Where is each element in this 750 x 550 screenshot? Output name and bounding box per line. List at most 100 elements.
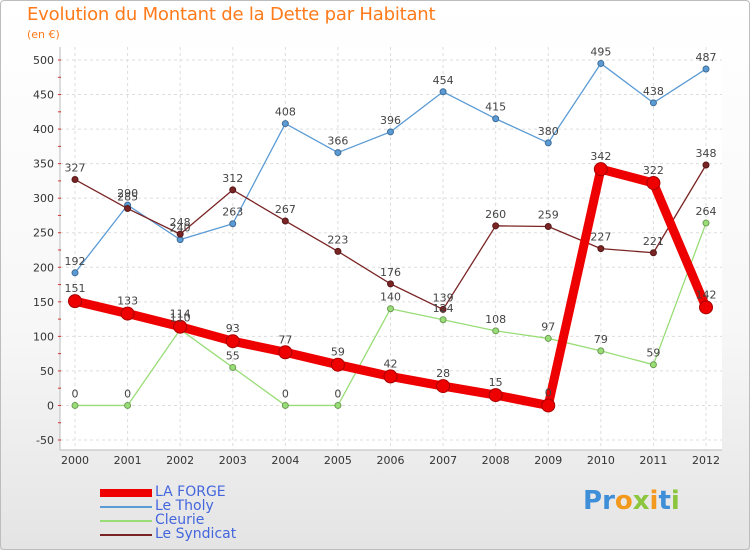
x-tick-label: 2003 — [219, 454, 247, 467]
data-label-la-forge: 42 — [384, 357, 398, 370]
data-point-la-forge — [68, 294, 82, 309]
y-tick-label: -50 — [36, 434, 54, 447]
data-point-cleurie — [492, 327, 500, 335]
data-label-la-forge: 322 — [643, 164, 664, 177]
data-label-la-forge: 59 — [331, 346, 345, 359]
x-tick-label: 2011 — [639, 454, 667, 467]
data-label-la-forge: 142 — [696, 288, 717, 301]
y-tick-label: 150 — [33, 296, 54, 309]
data-label-cleurie: 108 — [485, 313, 506, 326]
data-label-la-forge: 114 — [170, 308, 191, 321]
y-tick-label: 500 — [33, 54, 54, 67]
data-point-cleurie — [124, 401, 132, 409]
data-point-le-tholy — [387, 128, 394, 136]
data-label-le-tholy: 454 — [433, 74, 454, 87]
data-point-la-forge — [225, 334, 240, 349]
data-label-la-forge: 28 — [436, 367, 450, 380]
data-point-le-syndicat — [439, 305, 447, 313]
legend-label-la-forge: LA FORGE — [155, 484, 226, 500]
x-tick-label: 2006 — [377, 454, 405, 467]
data-label-la-forge: 151 — [65, 282, 86, 295]
data-point-le-tholy — [439, 88, 447, 96]
data-point-le-tholy — [281, 120, 289, 128]
data-point-la-forge — [593, 162, 608, 177]
data-label-le-tholy: 495 — [590, 45, 611, 58]
legend-label-cleurie: Cleurie — [155, 512, 205, 528]
x-tick-label: 2010 — [587, 454, 615, 467]
data-label-le-tholy: 192 — [65, 255, 86, 268]
data-label-le-tholy: 408 — [275, 106, 296, 119]
data-label-le-syndicat: 348 — [696, 147, 717, 160]
x-tick-label: 2001 — [114, 454, 142, 467]
data-label-le-syndicat: 227 — [590, 231, 611, 244]
y-tick-label: 0 — [47, 399, 54, 412]
data-label-le-syndicat: 260 — [485, 208, 506, 221]
data-point-cleurie — [281, 401, 289, 409]
data-label-cleurie: 0 — [124, 387, 131, 400]
data-label-cleurie: 0 — [72, 387, 79, 400]
data-label-le-tholy: 380 — [538, 125, 559, 138]
data-label-le-syndicat: 285 — [117, 191, 138, 204]
data-point-cleurie — [71, 401, 79, 409]
chart-legend: LA FORGE Le Tholy Cleurie Le Syndicat — [100, 484, 360, 542]
y-tick-label: 350 — [33, 158, 54, 171]
data-point-le-syndicat — [702, 161, 710, 169]
data-point-la-forge — [699, 300, 713, 315]
data-label-le-syndicat: 221 — [643, 235, 664, 248]
chart-subtitle: (en €) — [27, 28, 60, 41]
data-point-cleurie — [649, 361, 657, 369]
data-point-le-syndicat — [176, 230, 184, 238]
y-tick-label: 100 — [33, 330, 54, 343]
y-tick-label: 300 — [33, 192, 54, 205]
data-label-le-syndicat: 259 — [538, 209, 559, 222]
data-label-cleurie: 0 — [334, 387, 341, 400]
data-label-cleurie: 110 — [170, 311, 191, 324]
data-label-le-tholy: 438 — [643, 85, 664, 98]
y-tick-label: 450 — [33, 89, 54, 102]
data-point-cleurie — [439, 316, 447, 324]
data-label-la-forge: 93 — [226, 322, 240, 335]
data-label-cleurie: 55 — [226, 349, 240, 362]
data-label-le-tholy: 415 — [485, 101, 506, 114]
data-label-cleurie: 140 — [380, 291, 401, 304]
data-point-le-syndicat — [281, 217, 289, 225]
data-point-la-forge — [278, 345, 293, 360]
x-tick-label: 2000 — [61, 454, 89, 467]
y-tick-label: 200 — [33, 261, 54, 274]
data-point-cleurie — [597, 347, 605, 355]
legend-item-la-forge: LA FORGE — [100, 484, 360, 500]
data-point-le-syndicat — [387, 280, 394, 288]
data-point-le-syndicat — [544, 223, 552, 231]
data-label-la-forge: 15 — [489, 376, 503, 389]
data-point-le-syndicat — [229, 186, 237, 194]
data-point-le-syndicat — [492, 222, 500, 230]
legend-swatch-cleurie — [100, 520, 152, 522]
data-label-cleurie: 79 — [594, 333, 608, 346]
data-point-le-tholy — [649, 99, 657, 107]
data-label-le-syndicat: 139 — [433, 291, 454, 304]
data-label-le-tholy: 487 — [696, 51, 717, 64]
legend-swatch-le-syndicat — [100, 534, 152, 536]
data-label-la-forge: 342 — [590, 150, 611, 163]
data-point-la-forge — [330, 357, 345, 372]
y-tick-label: 400 — [33, 123, 54, 136]
data-point-le-tholy — [334, 149, 342, 157]
x-tick-label: 2005 — [324, 454, 352, 467]
data-point-la-forge — [436, 379, 451, 394]
data-point-le-tholy — [492, 115, 500, 123]
legend-item-le-tholy: Le Tholy — [100, 498, 360, 514]
data-point-le-syndicat — [334, 247, 342, 255]
legend-swatch-le-tholy — [100, 506, 152, 508]
data-label-le-syndicat: 223 — [327, 233, 348, 246]
data-point-la-forge — [173, 319, 188, 334]
data-point-cleurie — [229, 363, 237, 371]
data-label-cleurie: 59 — [646, 347, 660, 360]
data-label-cleurie: 0 — [282, 387, 289, 400]
data-label-la-forge: 0 — [545, 386, 552, 399]
data-point-la-forge — [120, 306, 135, 321]
data-point-le-syndicat — [124, 205, 132, 213]
legend-swatch-la-forge — [100, 489, 152, 497]
data-point-cleurie — [702, 219, 710, 227]
data-label-la-forge: 133 — [117, 295, 138, 308]
